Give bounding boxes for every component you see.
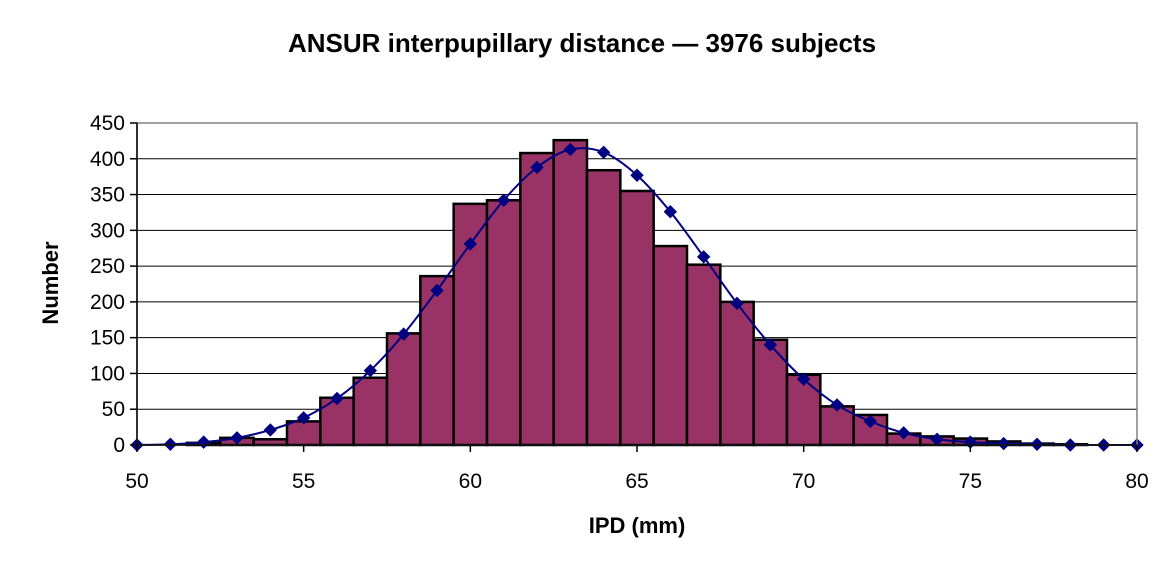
x-tick-label-65: 65 — [625, 470, 648, 493]
y-tick-label-0: 0 — [113, 434, 125, 457]
histogram-bar-62 — [519, 151, 555, 447]
y-tick-label-450: 450 — [90, 112, 125, 135]
curve-marker-62 — [530, 160, 544, 175]
histogram-bar-69 — [752, 338, 789, 447]
x-tick-label-55: 55 — [292, 470, 315, 493]
histogram-bar-65 — [619, 189, 655, 447]
curve-marker-70 — [796, 372, 811, 386]
curve-marker-72 — [863, 414, 878, 429]
histogram-bars — [185, 138, 1089, 447]
curve-marker-58 — [396, 327, 411, 341]
curve-marker-68 — [730, 296, 744, 311]
curve-marker-63 — [563, 142, 578, 157]
histogram-bar-57 — [352, 376, 389, 447]
x-tick-label-75: 75 — [959, 470, 982, 493]
y-tick-label-150: 150 — [90, 327, 125, 350]
histogram-bar-54 — [252, 438, 289, 447]
x-tick-label-70: 70 — [792, 470, 815, 493]
curve-marker-73 — [896, 426, 911, 440]
curve-marker-71 — [830, 398, 844, 412]
fitted-curve — [130, 142, 1144, 452]
curve-marker-56 — [330, 391, 344, 406]
x-axis-label: IPD (mm) — [589, 513, 686, 538]
x-tick-label-50: 50 — [125, 470, 148, 493]
y-tick-label-350: 350 — [90, 184, 125, 207]
histogram-bar-59 — [419, 274, 455, 447]
y-tick-label-200: 200 — [90, 291, 125, 314]
y-tick-label-400: 400 — [90, 148, 125, 171]
histogram-bar-66 — [652, 244, 689, 447]
x-tick-label-60: 60 — [459, 470, 482, 493]
curve-marker-55 — [296, 411, 311, 425]
curve-marker-53 — [230, 431, 244, 445]
curve-marker-59 — [430, 283, 444, 298]
y-tick-label-50: 50 — [102, 398, 125, 421]
histogram-bar-58 — [385, 332, 422, 447]
histogram-bar-55 — [285, 420, 322, 447]
histogram-bar-68 — [719, 300, 755, 447]
curve-marker-57 — [363, 363, 378, 378]
curve-marker-64 — [596, 145, 611, 160]
curve-marker-65 — [630, 168, 644, 182]
chart-title: ANSUR interpupillary distance — 3976 sub… — [288, 28, 876, 58]
curve-marker-67 — [696, 250, 711, 264]
curve-marker-76 — [996, 436, 1011, 451]
curve-marker-61 — [496, 193, 511, 207]
histogram-bar-61 — [485, 199, 522, 447]
curve-marker-69 — [763, 338, 778, 352]
curve-marker-66 — [663, 205, 678, 219]
y-axis-label: Number — [38, 241, 63, 325]
y-tick-label-300: 300 — [90, 219, 125, 242]
histogram-bar-63 — [552, 138, 589, 447]
x-tick-label-80: 80 — [1125, 470, 1148, 493]
histogram-bar-64 — [585, 168, 622, 447]
curve-marker-60 — [463, 237, 478, 251]
curve-marker-54 — [263, 423, 278, 437]
histogram-bar-67 — [685, 263, 722, 447]
y-tick-label-250: 250 — [90, 255, 125, 278]
y-tick-label-100: 100 — [90, 362, 125, 385]
